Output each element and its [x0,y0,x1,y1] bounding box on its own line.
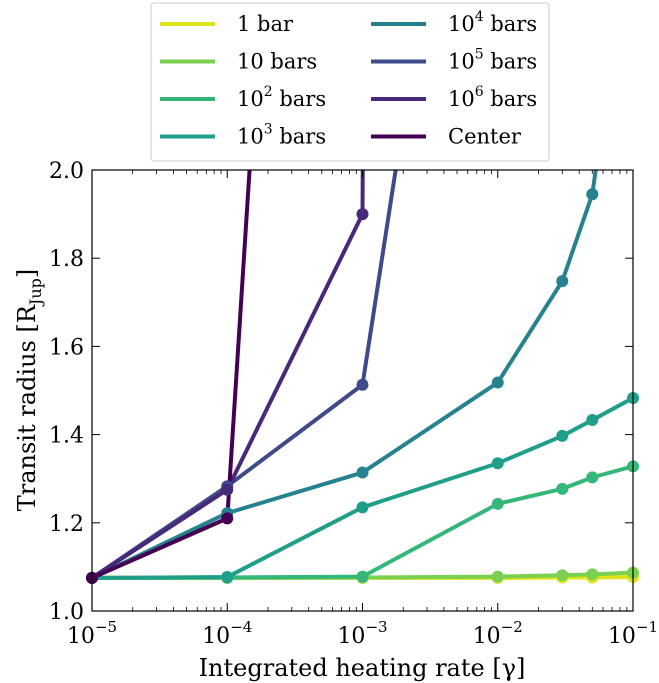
legend-label-exp: 6 [475,84,484,100]
x-tick-label-exp: −5 [95,618,117,636]
series-line [92,396,633,580]
legend-label-suffix: bars [273,87,326,111]
data-point [586,568,599,581]
legend-label-base: 10 [237,125,264,149]
x-axis-ticks: 10−5 10−4 10−3 10−2 10−1 [67,170,658,649]
data-point [491,457,504,470]
x-tick-label: 10−3 [337,618,387,649]
x-tick-label-base: 10 [67,624,95,649]
legend-label-base: 10 [448,12,475,36]
y-tick-label: 1.4 [49,424,84,449]
legend-label-exp: 3 [264,122,273,138]
x-tick-label: 10−1 [608,618,658,649]
legend-frame [150,2,550,162]
data-point [491,497,504,510]
legend-label-base: 10 [448,87,475,111]
x-axis-label: Integrated heating rate [γ] [199,654,526,682]
legend-label-suffix: bars [484,50,537,74]
legend-label-exp: 2 [264,84,273,100]
legend-label-exp: 5 [475,47,484,63]
x-tick-label-base: 10 [473,624,501,649]
data-point [556,569,569,582]
data-point [556,482,569,495]
data-point [221,512,234,525]
data-point [586,188,599,201]
data-point [356,466,369,479]
data-point [586,471,599,484]
x-tick-label-exp: −1 [636,618,658,636]
legend-label: 105 bars [448,47,537,74]
data-point [586,414,599,427]
legend-label-base: 10 bars [237,50,317,74]
legend-label-suffix: bars [484,87,537,111]
y-axis-label-main: Transit radius [R [13,304,41,511]
y-axis-ticks: 1.0 1.2 1.4 1.6 1.8 2.0 [49,159,633,625]
legend-label: 103 bars [237,122,326,149]
legend-label-base: Center [448,125,522,149]
legend-label: 104 bars [448,9,537,36]
x-tick-label-exp: −2 [501,618,523,636]
marker-layer [86,188,639,584]
legend-label: 1 bar [237,12,294,36]
y-axis-label: Transit radius [RJup] [13,269,45,512]
legend-label-base: 10 [237,87,264,111]
series-line [92,170,365,580]
legend-label: 106 bars [448,84,537,111]
y-tick-label: 2.0 [49,159,84,184]
y-tick-label: 1.6 [49,335,84,360]
legend-label-base: 10 [448,50,475,74]
y-axis-label-sub: Jup [26,278,45,307]
legend-label-suffix: bars [273,125,326,149]
x-tick-label-base: 10 [608,624,636,649]
legend-label: 10 bars [237,50,317,74]
x-tick-label-exp: −4 [230,618,252,636]
legend-label-base: 1 bar [237,12,294,36]
x-tick-label-base: 10 [337,624,365,649]
legend-label: 102 bars [237,84,326,111]
legend-label: Center [448,125,522,149]
data-point [221,571,234,584]
x-tick-label: 10−2 [473,618,523,649]
y-tick-label: 1.8 [49,247,84,272]
y-tick-label: 1.2 [49,512,84,537]
y-axis-label-end: ] [13,269,41,278]
legend-label-exp: 4 [475,9,484,25]
data-point [556,275,569,288]
data-point [356,501,369,514]
legend-label-suffix: bars [484,12,537,36]
data-point [356,378,369,391]
data-point [356,208,369,221]
x-tick-label-base: 10 [202,624,230,649]
x-tick-label: 10−4 [202,618,252,649]
data-point [556,429,569,442]
data-point [356,570,369,583]
x-tick-label: 10−5 [67,618,117,649]
data-point [221,483,234,496]
y-tick-label: 1.0 [49,600,84,625]
x-tick-label-exp: −3 [365,618,387,636]
data-point [491,570,504,583]
data-point [491,376,504,389]
